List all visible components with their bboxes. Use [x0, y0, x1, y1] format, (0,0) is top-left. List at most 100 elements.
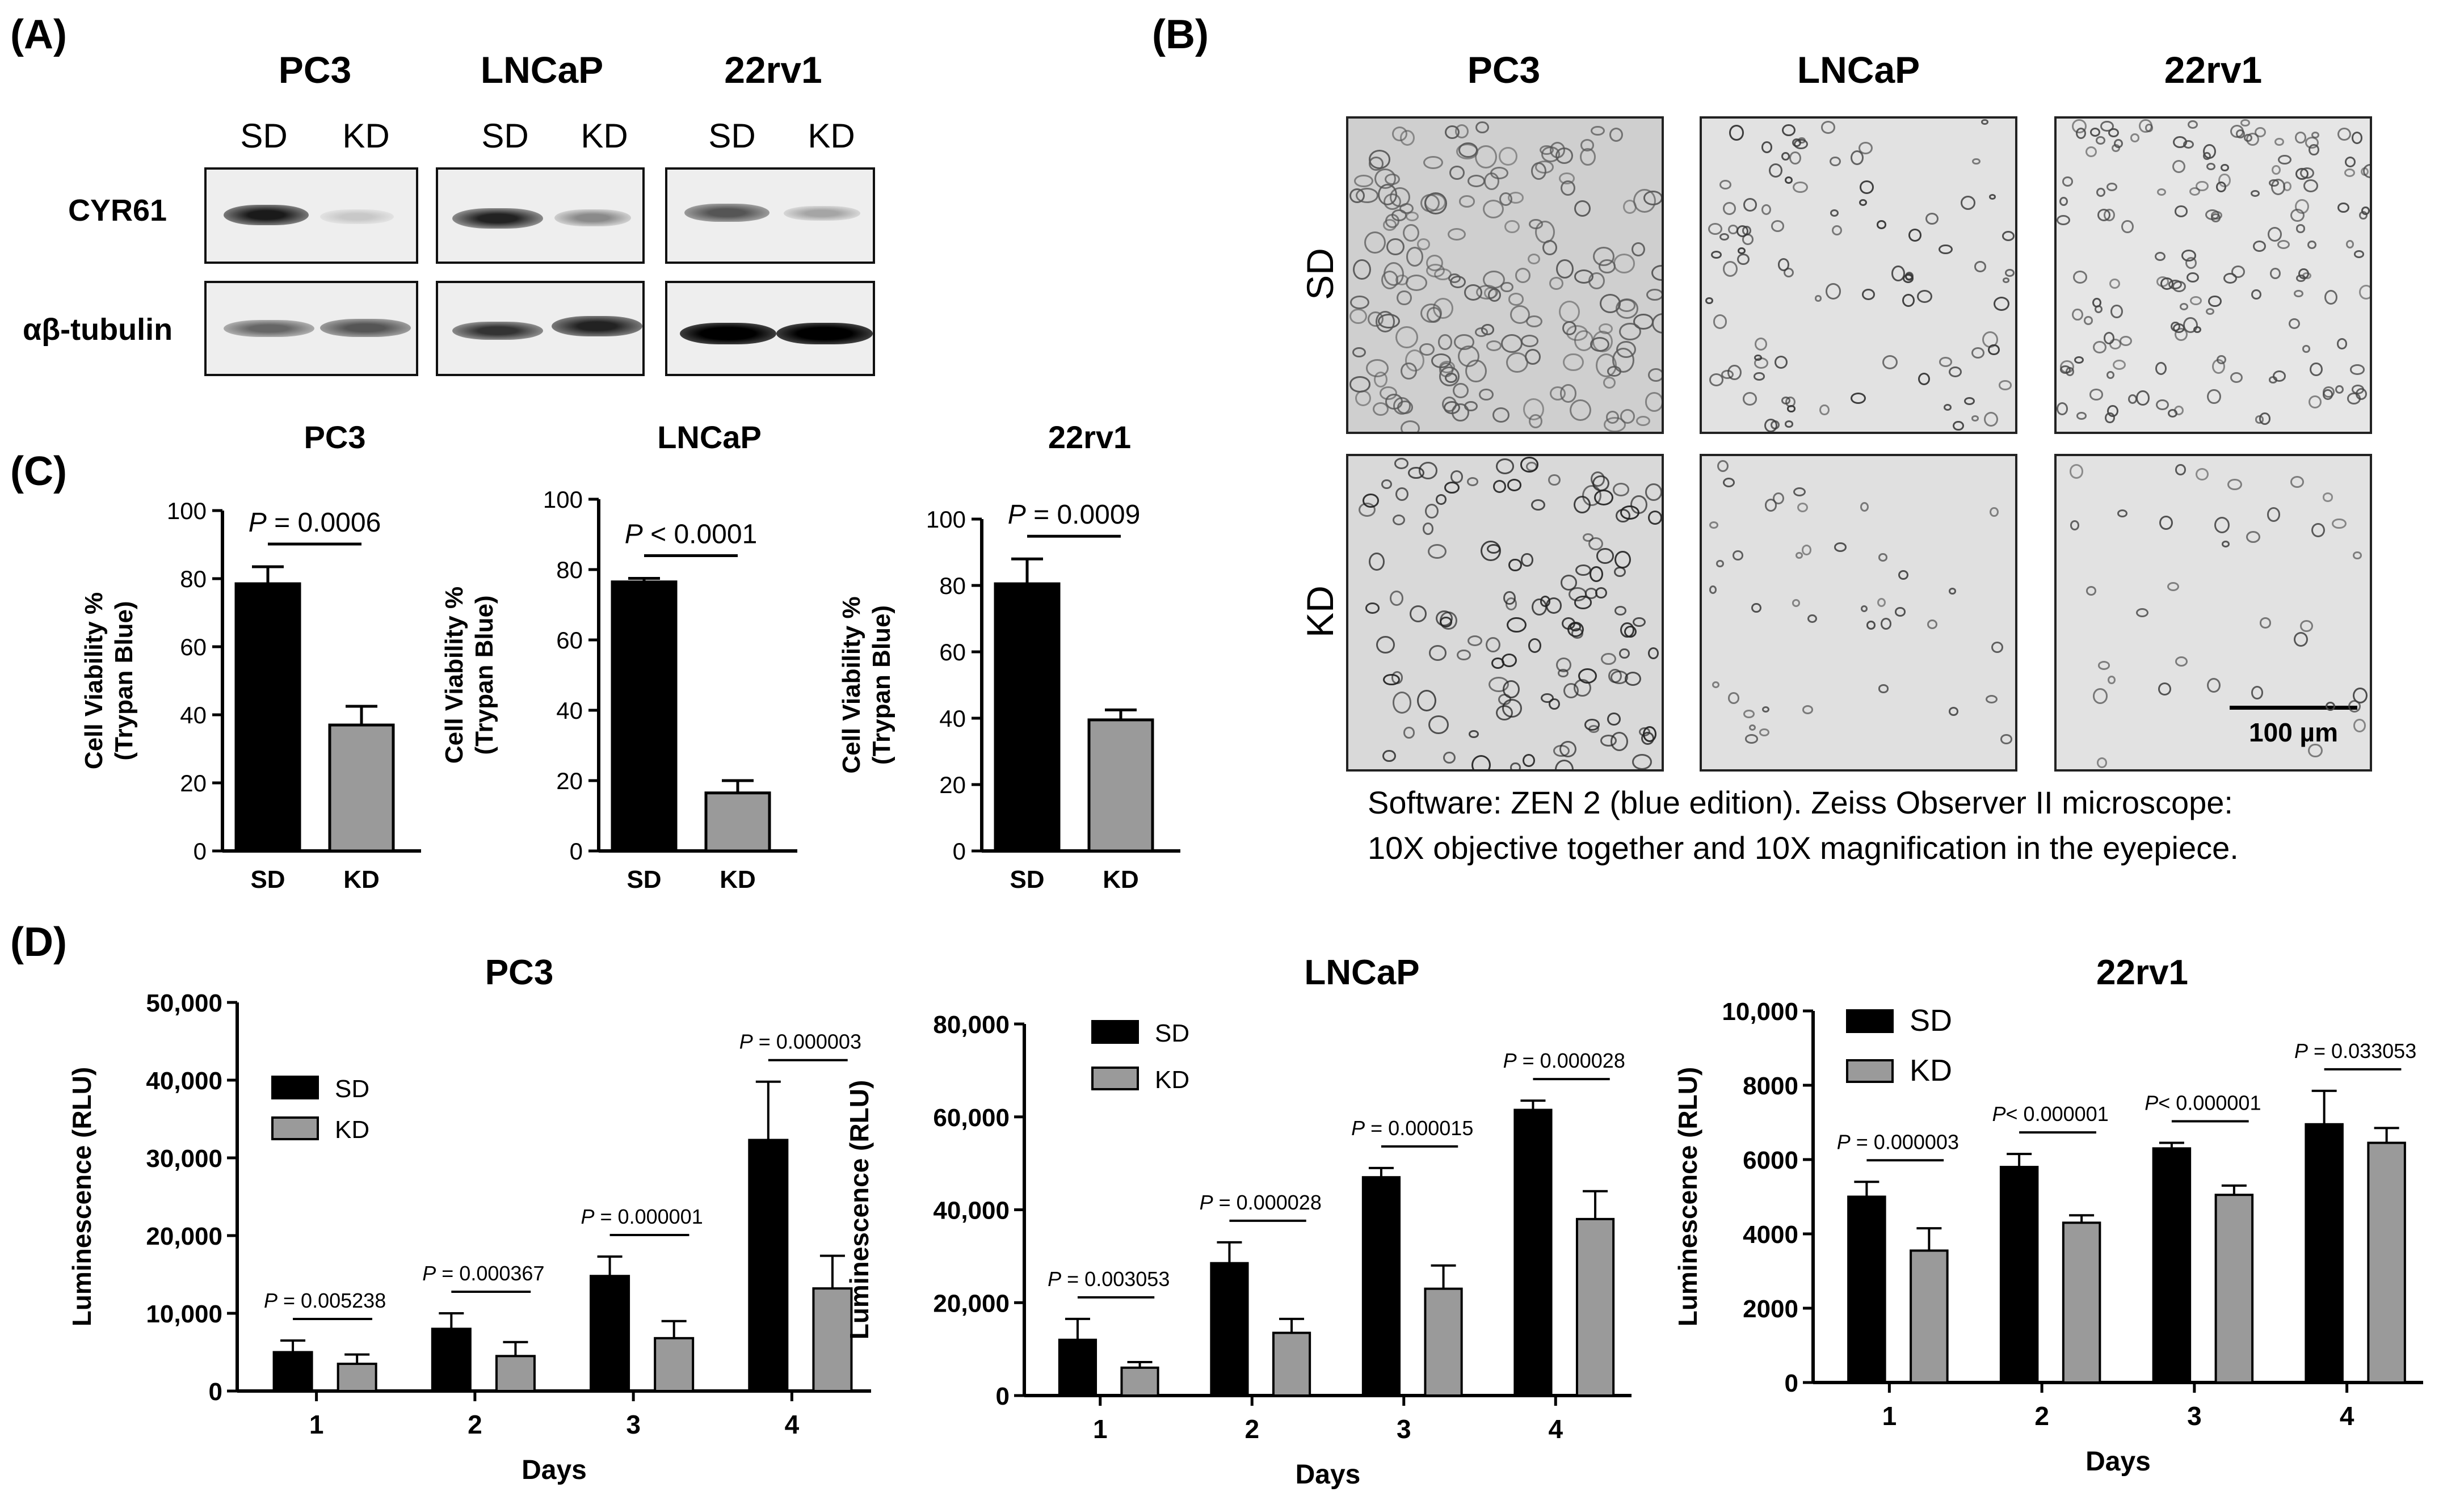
cell-texture: [2293, 632, 2308, 647]
cell-texture: [1439, 366, 1460, 387]
cell-texture: [2109, 338, 2121, 349]
y-axis-label-line: Cell Viability %: [838, 596, 865, 773]
blot-tubulin-22rv1: [665, 281, 875, 376]
cell-texture: [2252, 241, 2266, 252]
cell-texture: [1709, 585, 1717, 594]
micrograph-lncap-sd: [1700, 116, 2017, 434]
y-axis-label-text: Luminescence (RLU): [1673, 1067, 1702, 1327]
cell-texture: [1719, 233, 1730, 241]
cell-texture: [1713, 314, 1727, 329]
cell-texture: [2353, 719, 2366, 732]
cell-texture: [1603, 377, 1616, 389]
cell-texture: [1999, 380, 2012, 390]
cell-texture: [1755, 338, 1768, 351]
cell-texture: [1595, 353, 1617, 377]
cell-texture: [2348, 700, 2361, 713]
cell-texture: [1737, 253, 1750, 265]
cell-texture: [1948, 588, 1956, 595]
cell-texture: [1858, 199, 1867, 206]
cell-texture: [2187, 272, 2200, 283]
viability-chart-lncap: LNCaP 0 20 40 60 80 100 Cell Viability % (Trypan…: [440, 419, 797, 893]
cell-texture: [1722, 202, 1736, 215]
scale-bar: [2230, 706, 2357, 710]
y-axis-label-line: (Trypan Blue): [868, 605, 895, 765]
cell-texture: [1444, 481, 1460, 494]
bar-sd: [2152, 1147, 2192, 1384]
cell-texture: [1643, 191, 1662, 205]
cell-texture: [1774, 355, 1788, 369]
y-tick-label: 100: [543, 486, 583, 513]
cell-texture: [1492, 479, 1507, 494]
y-tick-label: 20,000: [146, 1223, 222, 1250]
cell-texture: [1382, 749, 1396, 762]
cell-texture: [1449, 165, 1465, 180]
cell-texture: [1416, 238, 1431, 250]
cell-texture: [2190, 296, 2202, 306]
cell-texture: [2074, 356, 2084, 364]
cell-texture: [1882, 355, 1898, 369]
cell-texture: [1383, 262, 1405, 286]
y-axis-label: Luminescence (RLU): [67, 1067, 96, 1327]
cell-texture: [2158, 682, 2171, 696]
cell-texture: [2159, 515, 2173, 530]
cell-texture: [2358, 285, 2370, 300]
cell-texture: [1401, 420, 1420, 432]
cell-texture: [1574, 596, 1592, 609]
cell-texture: [1820, 120, 1836, 134]
bar-kd: [1910, 1249, 1949, 1384]
panel-label-a: (A): [10, 12, 67, 57]
cell-texture: [1397, 290, 1412, 305]
cell-texture: [1582, 485, 1602, 507]
cell-texture: [1428, 543, 1447, 559]
legend-label-kd: KD: [1910, 1053, 1952, 1088]
cell-texture: [1613, 566, 1626, 578]
cell-texture: [2089, 389, 2104, 401]
cell-texture: [1428, 715, 1449, 735]
cell-texture: [1423, 155, 1444, 170]
cell-texture: [1616, 340, 1637, 358]
cell-texture: [1428, 645, 1447, 661]
cell-texture: [1465, 359, 1487, 383]
blot-cell-line-pc3: PC3: [278, 49, 352, 91]
blot-cyr61-pc3: [204, 167, 418, 264]
cell-texture: [2246, 132, 2259, 146]
cell-texture: [1394, 458, 1409, 469]
cell-texture: [1916, 290, 1932, 304]
chart-title: 22rv1: [1048, 419, 1131, 455]
cell-texture: [1990, 507, 1999, 517]
cell-texture: [1781, 152, 1790, 161]
cell-texture: [2267, 507, 2280, 522]
y-tick-label: 50,000: [146, 989, 222, 1017]
cell-texture: [1988, 194, 1996, 200]
bar-sd: [272, 1351, 313, 1392]
cell-texture: [1507, 479, 1521, 491]
cell-texture: [2322, 492, 2333, 502]
cell-texture: [2167, 582, 2179, 592]
p-value-label: P = 0.0009: [1008, 500, 1141, 530]
blot-lane-kd: KD: [808, 117, 855, 155]
cell-texture: [2109, 278, 2121, 289]
p-value-label: P = 0.000003: [1837, 1130, 1959, 1153]
cell-texture: [2175, 464, 2186, 475]
bar-sd: [590, 1275, 630, 1392]
cell-texture: [2309, 144, 2319, 155]
cell-texture: [1443, 751, 1456, 764]
chart-title: LNCaP: [657, 419, 762, 455]
cell-texture: [2223, 273, 2237, 284]
cell-texture: [2267, 226, 2282, 242]
cell-texture: [1645, 392, 1662, 412]
cell-texture: [1620, 622, 1634, 638]
cell-texture: [1391, 209, 1407, 222]
cell-texture: [1797, 502, 1808, 512]
cell-texture: [1994, 297, 2009, 311]
legend: SD KD: [1091, 1019, 1189, 1094]
cell-texture: [1711, 250, 1722, 259]
cell-texture: [2096, 136, 2106, 145]
panel-label-d: (D): [10, 920, 67, 965]
cell-texture: [1563, 682, 1579, 698]
cell-texture: [1618, 322, 1641, 341]
x-tick-label: 4: [1548, 1414, 1563, 1444]
y-axis-label: Luminescence (RLU): [1673, 1067, 1702, 1327]
cell-texture: [2303, 179, 2318, 193]
cell-texture: [1792, 138, 1802, 147]
